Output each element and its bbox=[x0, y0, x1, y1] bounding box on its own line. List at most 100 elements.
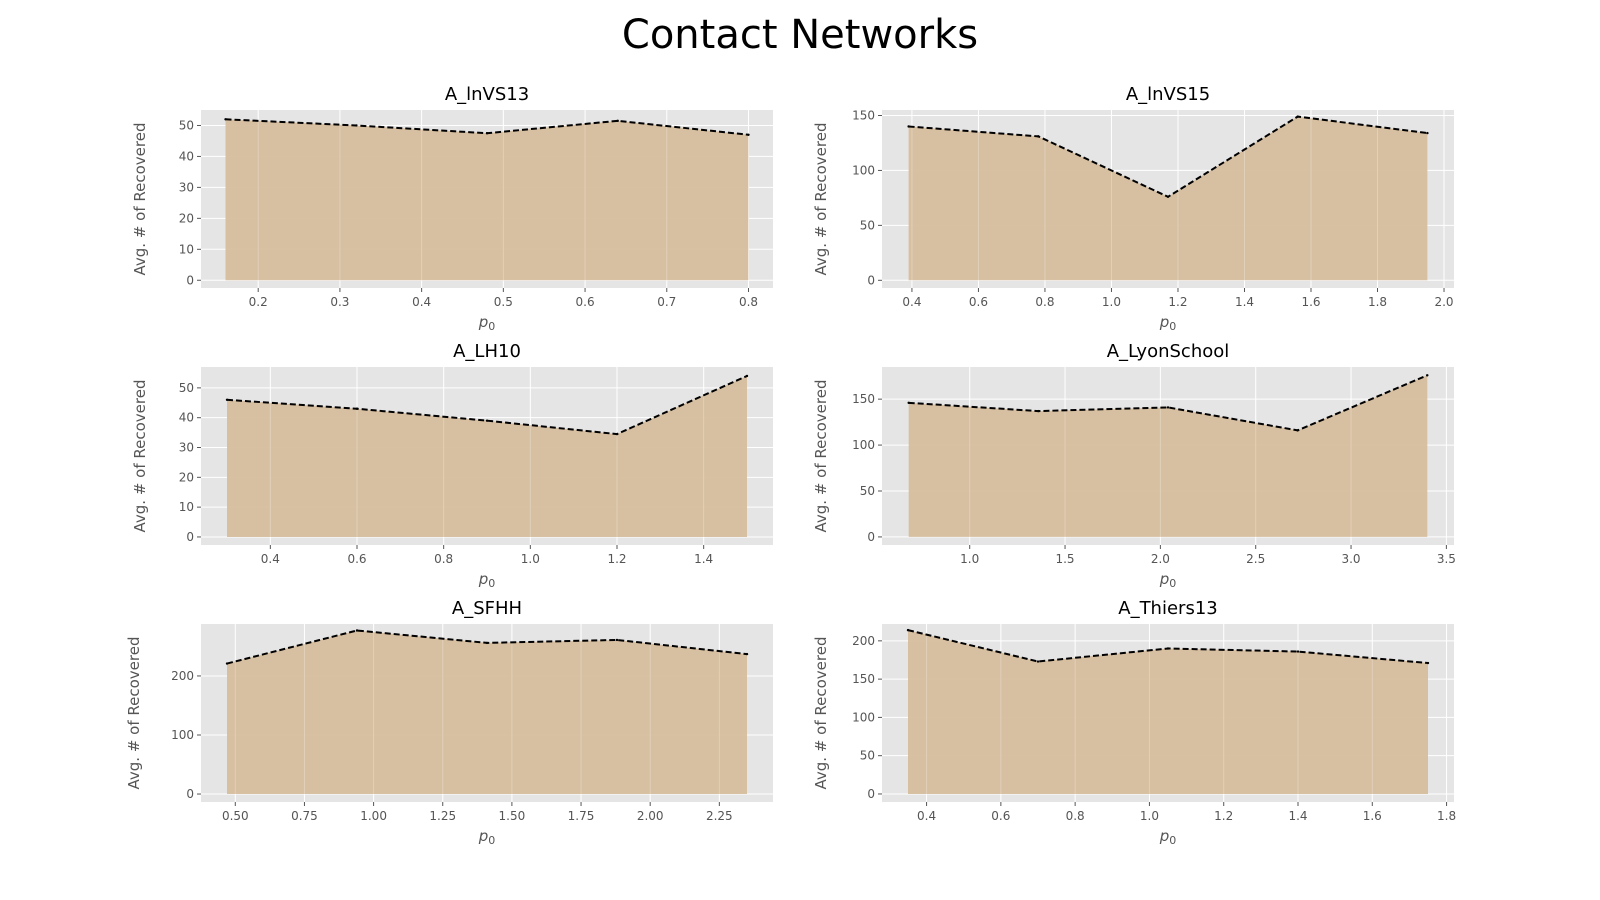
data-point bbox=[485, 132, 489, 135]
data-point bbox=[747, 133, 750, 136]
x-axis-label: p0 bbox=[1159, 570, 1177, 590]
area-fill bbox=[908, 630, 1428, 794]
y-axis-label: Avg. # of Recovered bbox=[812, 123, 830, 276]
y-tick-label: 50 bbox=[179, 118, 194, 132]
x-tick-label: 2.00 bbox=[637, 809, 664, 823]
x-tick-label: 1.6 bbox=[1301, 295, 1320, 309]
x-tick-label: 0.6 bbox=[347, 552, 366, 566]
x-tick-label: 1.0 bbox=[960, 552, 979, 566]
x-tick-label: 0.4 bbox=[917, 809, 936, 823]
x-tick-label: 1.2 bbox=[1168, 295, 1187, 309]
y-axis-label: Avg. # of Recovered bbox=[812, 380, 830, 533]
area-fill bbox=[908, 116, 1428, 281]
subplot-title: A_LH10 bbox=[453, 341, 521, 362]
x-tick-label: 2.0 bbox=[1151, 552, 1170, 566]
data-point bbox=[225, 398, 229, 401]
y-tick-label: 0 bbox=[867, 787, 875, 801]
x-tick-label: 0.3 bbox=[330, 295, 349, 309]
x-axis-label: p0 bbox=[1159, 313, 1177, 333]
subplot-5: 0.50 0.75 1.00 1.25 1.50 1.75 2.00 2.25 0 100 200 A… bbox=[125, 598, 773, 847]
data-point bbox=[745, 374, 749, 378]
data-point bbox=[907, 401, 910, 405]
subplot-title: A_LyonSchool bbox=[1107, 341, 1230, 362]
data-point bbox=[1037, 409, 1040, 413]
y-tick-label: 0 bbox=[186, 787, 194, 801]
x-tick-label: 0.8 bbox=[1035, 295, 1054, 309]
data-point bbox=[615, 638, 619, 642]
y-tick-label: 0 bbox=[867, 273, 875, 287]
series-line bbox=[908, 374, 1428, 432]
data-point bbox=[225, 662, 229, 665]
series-line bbox=[226, 375, 748, 436]
y-tick-label: 100 bbox=[852, 438, 875, 452]
x-tick-label: 1.8 bbox=[1437, 809, 1456, 823]
subplot-title: A_lnVS13 bbox=[445, 84, 529, 105]
x-tick-label: 0.4 bbox=[412, 295, 431, 309]
x-axis-label: p0 bbox=[1159, 827, 1177, 847]
x-tick-label: 0.8 bbox=[1066, 809, 1085, 823]
y-tick-label: 30 bbox=[179, 441, 194, 455]
y-axis-label: Avg. # of Recovered bbox=[125, 637, 143, 790]
x-tick-label: 1.5 bbox=[1055, 552, 1074, 566]
data-point bbox=[615, 432, 619, 436]
y-tick-label: 50 bbox=[179, 381, 194, 395]
subplot-6: 0.4 0.6 0.8 1.0 1.2 1.4 1.6 1.8 0 50 100 150 200 A_Th… bbox=[812, 598, 1456, 847]
x-tick-label: 0.8 bbox=[434, 552, 453, 566]
y-tick-label: 10 bbox=[179, 500, 194, 514]
data-point bbox=[1426, 374, 1429, 377]
x-tick-label: 1.00 bbox=[360, 809, 387, 823]
x-tick-label: 2.0 bbox=[1434, 295, 1453, 309]
data-point bbox=[616, 119, 619, 123]
x-tick-label: 1.75 bbox=[568, 809, 595, 823]
data-point bbox=[485, 641, 489, 645]
x-tick-label: 1.4 bbox=[1235, 295, 1254, 309]
y-tick-label: 30 bbox=[179, 180, 194, 194]
x-tick-label: 1.25 bbox=[429, 809, 456, 823]
x-tick-label: 0.5 bbox=[494, 295, 513, 309]
y-tick-label: 0 bbox=[867, 530, 875, 544]
data-point bbox=[745, 652, 749, 656]
x-tick-label: 0.7 bbox=[657, 295, 676, 309]
x-tick-label: 3.5 bbox=[1437, 552, 1456, 566]
y-axis-label: Avg. # of Recovered bbox=[131, 123, 149, 276]
y-tick-label: 100 bbox=[852, 163, 875, 177]
x-tick-label: 0.6 bbox=[991, 809, 1010, 823]
y-tick-label: 50 bbox=[860, 218, 875, 232]
subplot-1: 0.2 0.3 0.4 0.5 0.6 0.7 0.8 0 10 20 30 40 50 A_lnVS13… bbox=[131, 84, 773, 333]
data-point bbox=[1426, 131, 1429, 135]
y-tick-label: 40 bbox=[179, 411, 194, 425]
x-tick-label: 0.4 bbox=[261, 552, 280, 566]
x-axis-label: p0 bbox=[478, 313, 496, 333]
data-point bbox=[1166, 195, 1170, 199]
x-tick-label: 0.8 bbox=[739, 295, 758, 309]
x-tick-label: 1.2 bbox=[1214, 809, 1233, 823]
data-point bbox=[1166, 406, 1170, 409]
data-point bbox=[355, 124, 358, 127]
y-tick-label: 50 bbox=[860, 484, 875, 498]
y-tick-label: 20 bbox=[179, 470, 194, 484]
area-fill bbox=[227, 375, 747, 537]
y-tick-label: 20 bbox=[179, 211, 194, 225]
data-point bbox=[906, 628, 910, 632]
data-point bbox=[1296, 650, 1300, 653]
data-point bbox=[1426, 661, 1430, 665]
x-tick-label: 1.4 bbox=[694, 552, 713, 566]
subplot-3: 0.4 0.6 0.8 1.0 1.2 1.4 0 10 20 30 40 50 A_LH10 p0 Avg… bbox=[131, 341, 773, 590]
x-tick-label: 2.25 bbox=[706, 809, 733, 823]
y-tick-label: 0 bbox=[186, 273, 194, 287]
x-axis-label: p0 bbox=[478, 827, 496, 847]
y-tick-label: 10 bbox=[179, 242, 194, 256]
x-tick-label: 0.6 bbox=[969, 295, 988, 309]
area-fill bbox=[225, 119, 749, 281]
data-point bbox=[485, 419, 489, 422]
data-point bbox=[1296, 429, 1299, 432]
data-point bbox=[1296, 115, 1299, 118]
x-tick-label: 0.75 bbox=[291, 809, 318, 823]
x-axis-label: p0 bbox=[478, 570, 496, 590]
y-tick-label: 150 bbox=[852, 392, 875, 406]
data-point bbox=[355, 407, 359, 410]
x-tick-label: 1.0 bbox=[1102, 295, 1121, 309]
subplot-title: A_Thiers13 bbox=[1118, 598, 1217, 619]
